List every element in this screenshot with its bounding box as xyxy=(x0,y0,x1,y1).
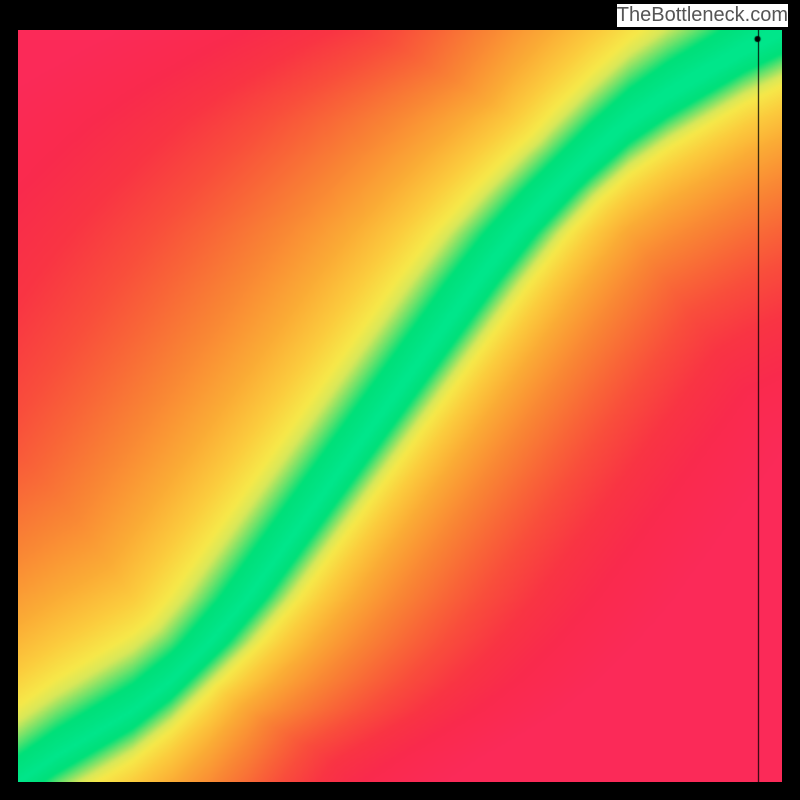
bottleneck-heatmap-canvas xyxy=(18,30,782,782)
chart-frame: TheBottleneck.com xyxy=(0,0,800,800)
heatmap-plot-area xyxy=(18,30,782,782)
attribution-label: TheBottleneck.com xyxy=(617,4,788,27)
